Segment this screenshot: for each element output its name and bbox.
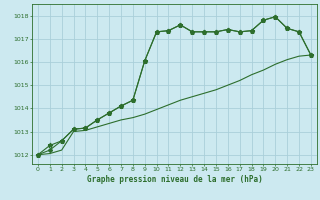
- X-axis label: Graphe pression niveau de la mer (hPa): Graphe pression niveau de la mer (hPa): [86, 175, 262, 184]
